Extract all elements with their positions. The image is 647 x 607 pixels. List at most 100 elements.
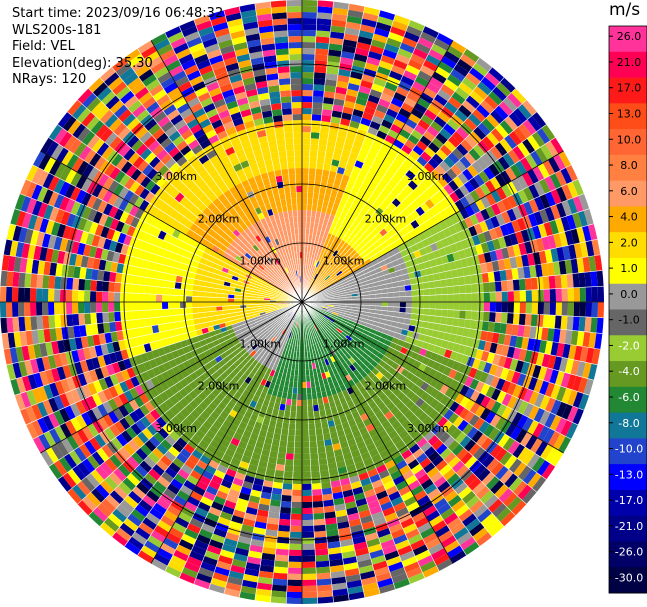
gate [587, 363, 598, 381]
gate [369, 302, 376, 307]
gate [395, 506, 410, 518]
gate [377, 98, 392, 109]
gate [363, 298, 370, 303]
gate [373, 77, 388, 88]
gate [292, 471, 302, 478]
gate [322, 433, 332, 441]
gate [468, 459, 482, 474]
gate [369, 342, 377, 349]
gate [312, 289, 319, 294]
gate [48, 301, 55, 316]
gate [345, 359, 353, 367]
gate [405, 302, 412, 308]
gate [138, 284, 145, 294]
gate [422, 281, 430, 290]
gate [351, 354, 359, 362]
gate [459, 196, 471, 209]
gate [386, 315, 393, 322]
gate [407, 180, 419, 191]
gate [305, 321, 308, 328]
gate [393, 139, 405, 150]
gate [126, 283, 133, 294]
gate [324, 323, 331, 329]
gate [534, 196, 545, 212]
gate [506, 382, 517, 396]
gate [312, 518, 326, 526]
gate [468, 367, 478, 379]
gate [583, 378, 594, 396]
gate [371, 259, 379, 266]
gate [434, 316, 442, 325]
gate [335, 515, 349, 524]
gate [311, 108, 323, 116]
gate [480, 262, 488, 274]
gate [435, 338, 444, 348]
gate [387, 149, 399, 160]
gate [378, 60, 394, 71]
gate [415, 276, 423, 285]
gate [310, 138, 320, 145]
gate [308, 320, 312, 327]
gate [327, 279, 334, 285]
gate [542, 428, 556, 445]
gate [314, 180, 322, 188]
gate [433, 371, 443, 382]
gate [560, 274, 568, 289]
gate [332, 353, 340, 361]
gate [380, 434, 392, 445]
gate [0, 285, 7, 302]
gate [429, 388, 440, 399]
gate [461, 77, 478, 91]
gate [406, 330, 415, 339]
gate [341, 319, 348, 325]
gate [564, 230, 575, 246]
gate [473, 173, 486, 187]
gate [301, 399, 308, 406]
gate [312, 192, 320, 200]
gate [324, 188, 333, 196]
gate [537, 163, 550, 179]
gate [412, 145, 425, 157]
gate [120, 310, 127, 322]
gate [508, 111, 524, 128]
gate [365, 494, 378, 504]
gate [430, 423, 442, 436]
gate [338, 364, 346, 372]
gate [302, 138, 311, 145]
gate [408, 428, 420, 439]
gate [342, 361, 350, 370]
gate [352, 252, 360, 260]
gate [321, 340, 327, 347]
gate [453, 293, 460, 303]
gate [517, 400, 529, 416]
gate [522, 388, 534, 404]
gate [323, 316, 329, 321]
gate [399, 262, 407, 271]
gate [316, 283, 322, 289]
gate [317, 144, 328, 152]
gate [459, 396, 471, 408]
gate [546, 327, 555, 343]
gate [301, 471, 312, 478]
gate [467, 477, 482, 492]
gate [462, 168, 474, 182]
gate [472, 144, 486, 158]
gate [389, 470, 402, 481]
gate [453, 63, 470, 78]
gate [330, 355, 336, 363]
gate [573, 302, 580, 318]
gate [403, 495, 417, 508]
gate [438, 431, 451, 444]
gate [314, 554, 330, 562]
gate [421, 356, 430, 366]
gate [468, 414, 480, 427]
gate [368, 146, 380, 157]
gate [455, 126, 470, 140]
gate [424, 209, 435, 220]
gate [350, 338, 358, 345]
gate [367, 543, 383, 554]
gate [533, 210, 544, 226]
gate [442, 332, 451, 342]
gate [371, 83, 385, 94]
gate [30, 301, 37, 317]
